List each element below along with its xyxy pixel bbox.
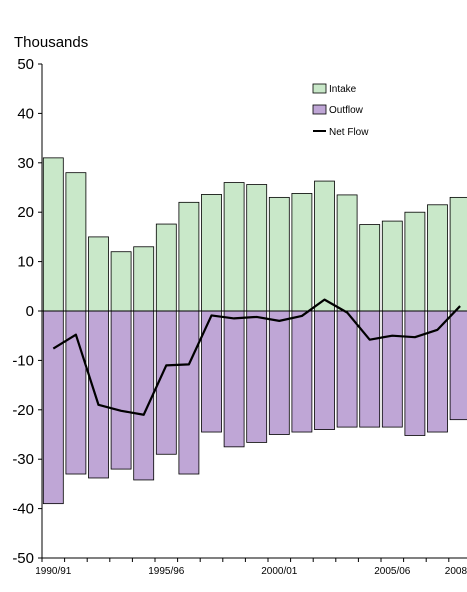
y-axis-label: Thousands [14, 34, 88, 51]
intake-bar [65, 172, 87, 312]
outflow-bar [178, 310, 200, 475]
y-tick-label: -30 [12, 451, 34, 468]
y-tick-label: 30 [17, 155, 34, 172]
outflow-bar [336, 310, 358, 428]
x-tick-label: 1995/96 [148, 566, 185, 577]
y-tick-label: 50 [17, 56, 34, 73]
x-axis: 1990/91 1995/96 2000/01 2005/06 2008/0 [35, 310, 467, 577]
outflow-bar [88, 310, 109, 479]
outflow-bar [381, 310, 403, 428]
intake-bar [359, 224, 381, 312]
x-tick-label: 2005/06 [374, 566, 411, 577]
intake-bar [268, 196, 290, 312]
y-tick-label: -20 [12, 402, 34, 419]
intake-bar [88, 236, 109, 312]
intake-bar [155, 223, 177, 312]
y-tick-label: 0 [26, 303, 34, 320]
legend: Intake Outflow Net Flow [312, 83, 369, 138]
y-tick-label: 40 [17, 105, 34, 122]
intake-bar [404, 211, 426, 312]
intake-bar [178, 201, 200, 312]
y-tick-label: 10 [17, 254, 34, 271]
legend-intake-label: Intake [329, 84, 357, 95]
intake-bar [133, 246, 155, 312]
x-tick-label: 2000/01 [261, 566, 298, 577]
outflow-bar [42, 310, 64, 505]
intake-bar [42, 157, 64, 312]
legend-outflow-label: Outflow [329, 105, 364, 116]
outflow-bar [314, 310, 335, 430]
x-tick-label: 1990/91 [35, 566, 72, 577]
y-tick-label: -50 [12, 550, 34, 567]
outflow-bar [291, 310, 313, 433]
y-tick-label: -40 [12, 501, 34, 518]
x-tick-label: 2008/0 [445, 566, 467, 577]
legend-intake-swatch [312, 83, 327, 94]
y-axis: -50 -40 -30 -20 -10 0 10 20 30 40 50 [12, 56, 43, 567]
outflow-bar [359, 310, 381, 428]
legend-outflow-swatch [312, 104, 327, 115]
outflow-bar [246, 310, 268, 443]
intake-bar [291, 193, 313, 312]
legend-netflow-label: Net Flow [329, 127, 369, 138]
intake-bar [314, 180, 335, 312]
y-tick-label: 20 [17, 204, 34, 221]
outflow-bar [449, 310, 467, 421]
intake-bar [246, 184, 268, 312]
bars-group [42, 157, 467, 505]
y-tick-label: -10 [12, 352, 34, 369]
outflow-bar [223, 310, 245, 448]
net-flow-line [52, 298, 461, 416]
intake-bar [336, 194, 358, 312]
intake-bar [449, 196, 467, 312]
intake-bar [381, 220, 403, 312]
intake-bar [223, 182, 245, 312]
outflow-bar [110, 310, 132, 470]
intake-bar [110, 251, 132, 312]
outflow-bar [133, 310, 155, 481]
intake-bar [427, 204, 448, 312]
outflow-bar [404, 310, 426, 436]
intake-bar [201, 194, 222, 312]
net-flow-line-group [52, 298, 461, 416]
outflow-bar [268, 310, 290, 435]
